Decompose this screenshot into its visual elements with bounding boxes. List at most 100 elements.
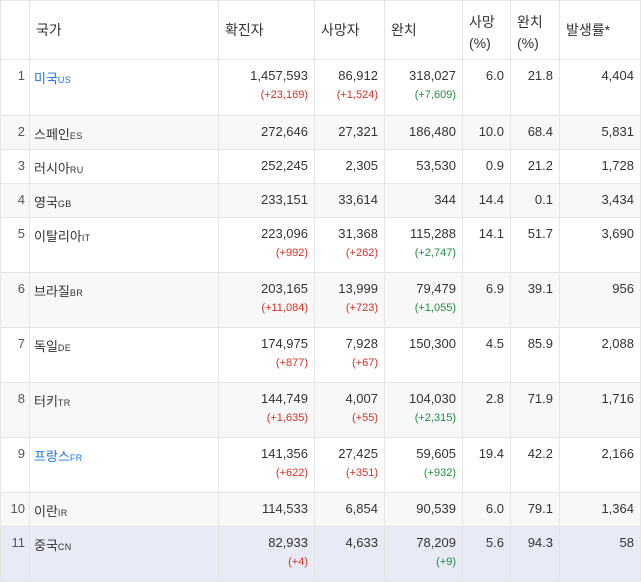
rank-cell: 9 (0, 437, 30, 493)
confirmed-value: 82,933 (268, 535, 308, 550)
country-name[interactable]: 프랑스 (34, 449, 70, 464)
recovery-rate-cell: 51.7 (510, 217, 560, 273)
rank-cell: 4 (0, 183, 30, 218)
incidence-value: 58 (619, 535, 634, 550)
country-cell: 중국CN (29, 526, 219, 582)
deaths-delta: (+1,524) (336, 89, 378, 101)
death-rate-cell: 4.5 (462, 327, 511, 383)
recovered-value: 90,539 (416, 501, 456, 516)
country-code: GB (57, 199, 72, 209)
recovery-rate-cell: 21.8 (510, 59, 560, 116)
country-name: 영국 (34, 195, 58, 210)
confirmed-cell: 203,165 (+11,084) (218, 272, 315, 328)
country-cell: 스페인ES (29, 115, 219, 150)
incidence-value: 4,404 (601, 68, 634, 83)
confirmed-cell: 272,646 (218, 115, 315, 150)
incidence-cell: 3,434 (559, 183, 641, 218)
recovered-cell: 150,300 (384, 327, 463, 383)
country-name: 스페인 (34, 127, 70, 142)
incidence-value: 1,728 (601, 158, 634, 173)
recovered-cell: 318,027 (+7,609) (384, 59, 463, 116)
country-code: US (57, 75, 72, 85)
country-code: IT (81, 233, 91, 243)
country-code: ES (69, 131, 83, 141)
incidence-value: 5,831 (601, 124, 634, 139)
table-row: 9 프랑스FR 141,356 (+622) 27,425 (+351) 59,605 (+9… (0, 437, 641, 493)
confirmed-value: 144,749 (261, 391, 308, 406)
confirmed-value: 272,646 (261, 124, 308, 139)
confirmed-value: 1,457,593 (250, 68, 308, 83)
recovered-value: 79,479 (416, 281, 456, 296)
incidence-cell: 1,364 (559, 492, 641, 527)
table-row: 2 스페인ES 272,646 27,321 186,480 10.0 68.4 5,831 (0, 115, 641, 150)
deaths-cell: 2,305 (314, 149, 385, 184)
death-rate-value: 6.0 (485, 68, 504, 83)
deaths-value: 6,854 (345, 501, 378, 516)
header-rank (0, 0, 30, 60)
rank-cell: 11 (0, 526, 30, 582)
death-rate-cell: 6.9 (462, 272, 511, 328)
death-rate-value: 19.4 (478, 446, 504, 461)
country-cell: 러시아RU (29, 149, 219, 184)
recovered-cell: 90,539 (384, 492, 463, 527)
deaths-delta: (+351) (345, 467, 378, 479)
confirmed-cell: 82,933 (+4) (218, 526, 315, 582)
incidence-cell: 4,404 (559, 59, 641, 116)
header-deaths[interactable]: 사망자 (314, 0, 385, 60)
country-cell[interactable]: 미국US (29, 59, 219, 116)
confirmed-value: 203,165 (261, 281, 308, 296)
country-name[interactable]: 미국 (34, 71, 58, 86)
confirmed-cell: 141,356 (+622) (218, 437, 315, 493)
recovery-rate-cell: 85.9 (510, 327, 560, 383)
recovered-cell: 59,605 (+932) (384, 437, 463, 493)
confirmed-value: 233,151 (261, 192, 308, 207)
rank-cell: 10 (0, 492, 30, 527)
incidence-value: 1,364 (601, 501, 634, 516)
country-cell[interactable]: 프랑스FR (29, 437, 219, 493)
death-rate-cell: 2.8 (462, 382, 511, 438)
header-country[interactable]: 국가 (29, 0, 219, 60)
country-name: 이탈리아 (34, 229, 82, 244)
incidence-cell: 2,088 (559, 327, 641, 383)
confirmed-delta: (+11,084) (261, 302, 308, 314)
header-incidence[interactable]: 발생률* (559, 0, 641, 60)
confirmed-cell: 174,975 (+877) (218, 327, 315, 383)
country-cell: 터키TR (29, 382, 219, 438)
recovered-value: 104,030 (409, 391, 456, 406)
table-row: 1 미국US 1,457,593 (+23,169) 86,912 (+1,524) 318… (0, 59, 641, 116)
deaths-cell: 31,368 (+262) (314, 217, 385, 273)
country-code: BR (69, 288, 83, 298)
incidence-value: 3,434 (601, 192, 634, 207)
deaths-delta: (+55) (352, 412, 378, 424)
header-confirmed[interactable]: 확진자 (218, 0, 315, 60)
rank-cell: 3 (0, 149, 30, 184)
incidence-cell: 58 (559, 526, 641, 582)
country-code: DE (57, 343, 72, 353)
confirmed-delta: (+992) (275, 247, 308, 259)
incidence-cell: 2,166 (559, 437, 641, 493)
country-name: 독일 (34, 339, 58, 354)
rank-cell: 1 (0, 59, 30, 116)
deaths-cell: 13,999 (+723) (314, 272, 385, 328)
deaths-cell: 4,007 (+55) (314, 382, 385, 438)
recovery-rate-value: 21.2 (527, 158, 553, 173)
deaths-cell: 7,928 (+67) (314, 327, 385, 383)
death-rate-value: 6.0 (485, 501, 504, 516)
recovery-rate-value: 21.8 (527, 68, 553, 83)
incidence-value: 3,690 (601, 226, 634, 241)
header-recovery-rate[interactable]: 완치 (%) (510, 0, 560, 60)
recovery-rate-value: 42.2 (527, 446, 553, 461)
header-death-rate-label: 사망 (469, 14, 495, 30)
country-code: TR (57, 398, 71, 408)
confirmed-cell: 233,151 (218, 183, 315, 218)
recovered-cell: 53,530 (384, 149, 463, 184)
recovered-delta: (+1,055) (414, 302, 456, 314)
header-recovered[interactable]: 완치 (384, 0, 463, 60)
recovered-value: 150,300 (409, 336, 456, 351)
header-death-rate[interactable]: 사망 (%) (462, 0, 511, 60)
death-rate-cell: 10.0 (462, 115, 511, 150)
deaths-delta: (+723) (345, 302, 378, 314)
recovered-value: 344 (434, 192, 456, 207)
header-recovery-rate-label: 완치 (517, 14, 543, 30)
rank-cell: 8 (0, 382, 30, 438)
